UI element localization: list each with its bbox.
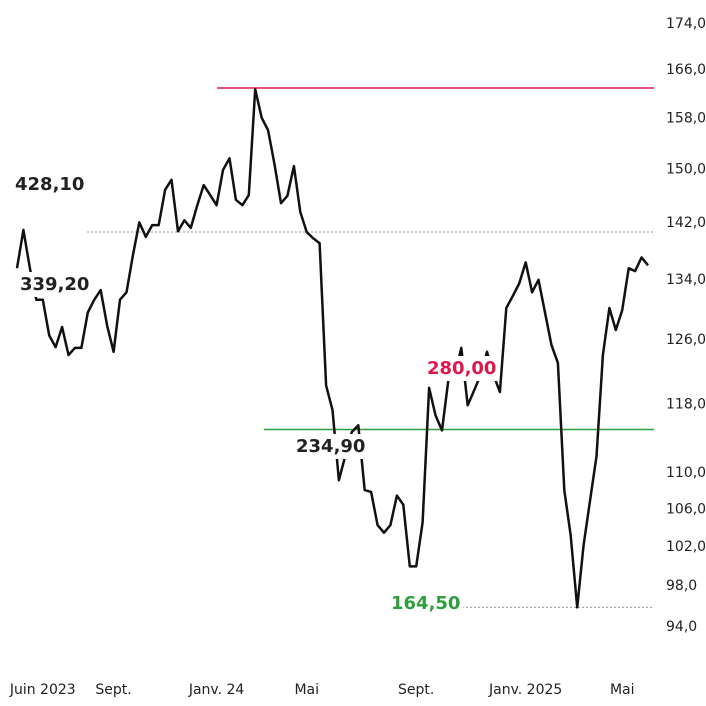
annotation-bg (424, 356, 500, 381)
price-line (15, 87, 649, 609)
y-tick-label: 158,0 (666, 110, 706, 126)
x-tick-label: Sept. (95, 682, 131, 698)
y-tick-label: 118,0 (666, 396, 706, 412)
annotation: 280,00 (427, 358, 496, 379)
x-tick-label: Mai (294, 682, 319, 698)
y-tick-label: 166,0 (666, 62, 706, 78)
x-tick-label: Janv. 24 (188, 682, 245, 698)
annotation-bg (12, 172, 88, 197)
y-tick-label: 142,0 (666, 215, 706, 231)
annotation-bg (293, 434, 369, 459)
y-tick-label: 102,0 (666, 539, 706, 555)
annotation: 339,20 (20, 274, 89, 295)
y-tick-label: 134,0 (666, 272, 706, 288)
y-tick-label: 106,0 (666, 501, 706, 517)
x-tick-label: Sept. (398, 682, 434, 698)
annotation: 234,90 (296, 436, 365, 457)
annotation-bg (388, 591, 464, 616)
y-tick-label: 150,0 (666, 161, 706, 177)
y-tick-label: 98,0 (666, 578, 697, 594)
x-tick-label: Juin 2023 (9, 682, 76, 698)
x-tick-label: Mai (610, 682, 635, 698)
annotation: 164,50 (391, 593, 460, 614)
y-tick-label: 110,0 (666, 465, 706, 481)
y-tick-label: 126,0 (666, 332, 706, 348)
x-tick-label: Janv. 2025 (488, 682, 562, 698)
y-tick-label: 94,0 (666, 619, 697, 635)
y-tick-label: 174,0 (666, 16, 706, 32)
annotation: 428,10 (15, 174, 84, 195)
annotation-bg (17, 272, 93, 297)
